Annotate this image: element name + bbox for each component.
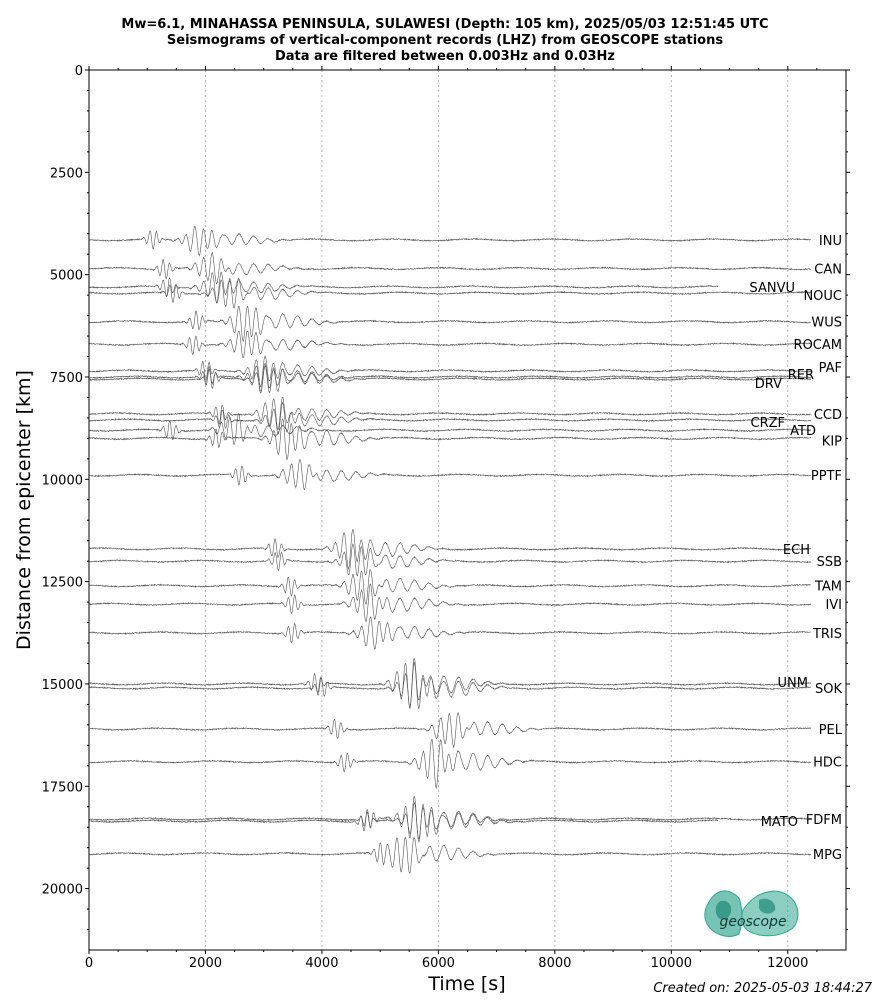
- chart-title: Mw=6.1, MINAHASSA PENINSULA, SULAWESI (D…: [0, 17, 890, 65]
- trace-mpg: [88, 836, 811, 874]
- x-tick-label: 6000: [422, 956, 455, 971]
- y-tick-label: 5000: [50, 269, 83, 284]
- y-axis-label: Distance from epicenter [km]: [13, 370, 35, 650]
- station-label-ssb: SSB: [817, 555, 842, 570]
- y-tick-label: 7500: [50, 371, 83, 386]
- grid-layer: [204, 70, 789, 950]
- trace-can: [88, 251, 811, 285]
- trace-inu: [88, 225, 811, 257]
- x-tick-label: 0: [85, 956, 93, 971]
- station-label-can: CAN: [814, 263, 842, 278]
- x-tick-label: 10000: [651, 956, 692, 971]
- trace-sok: [88, 661, 811, 709]
- station-label-unm: UNM: [778, 676, 808, 691]
- y-tick-label: 10000: [42, 473, 83, 488]
- station-label-rocam: ROCAM: [794, 338, 842, 353]
- y-tick-label: 17500: [42, 780, 83, 795]
- title-line-2: Seismograms of vertical-component record…: [166, 33, 724, 48]
- trace-wus: [88, 305, 811, 343]
- trace-paf: [88, 355, 812, 388]
- x-tick-label: 8000: [538, 956, 571, 971]
- trace-nouc: [88, 277, 812, 309]
- geoscope-logo: geoscope: [704, 890, 799, 937]
- y-tick-label: 12500: [42, 576, 83, 591]
- title-line-1: Mw=6.1, MINAHASSA PENINSULA, SULAWESI (D…: [121, 17, 769, 32]
- station-label-pptf: PPTF: [811, 469, 842, 484]
- trace-fdfm: [88, 795, 812, 840]
- plot-frame: [88, 69, 847, 951]
- station-label-paf: PAF: [819, 361, 842, 376]
- trace-layer: [88, 225, 812, 874]
- trace-ccd: [88, 396, 811, 431]
- trace-rer: [88, 362, 812, 394]
- trace-ssb: [88, 543, 812, 577]
- station-label-wus: WUS: [811, 316, 842, 331]
- station-label-sanvu: SANVU: [749, 281, 795, 296]
- trace-ivi: [88, 583, 812, 623]
- x-tick-label: 4000: [305, 956, 338, 971]
- station-label-crzf: CRZF: [751, 416, 786, 431]
- x-tick-label: 2000: [189, 956, 222, 971]
- y-tick-label: 2500: [50, 166, 83, 181]
- title-line-3: Data are filtered between 0.003Hz and 0.…: [274, 49, 616, 64]
- trace-drv: [88, 365, 812, 394]
- x-axis-label: Time [s]: [427, 973, 505, 995]
- station-label-hdc: HDC: [813, 756, 842, 771]
- logo-text: geoscope: [719, 914, 786, 930]
- station-label-fdfm: FDFM: [806, 813, 842, 828]
- x-tick-label: 12000: [767, 956, 808, 971]
- y-tick-label: 0: [75, 64, 83, 79]
- trace-sanvu: [88, 271, 719, 304]
- trace-hdc: [88, 739, 812, 790]
- station-label-mato: MATO: [761, 815, 798, 830]
- trace-crzf: [88, 401, 812, 435]
- trace-atd: [88, 413, 811, 445]
- trace-rocam: [88, 330, 812, 359]
- trace-tam: [88, 569, 811, 605]
- y-tick-label: 20000: [42, 883, 83, 898]
- station-label-ech: ECH: [783, 543, 810, 558]
- y-tick-label: 15000: [42, 678, 83, 693]
- trace-pptf: [88, 459, 812, 491]
- station-label-inu: INU: [819, 234, 842, 249]
- trace-unm: [88, 657, 812, 710]
- station-label-kip: KIP: [822, 434, 842, 449]
- station-label-ccd: CCD: [814, 408, 842, 423]
- created-timestamp: Created on: 2025-05-03 18:44:27: [653, 981, 872, 996]
- station-label-pel: PEL: [819, 723, 843, 738]
- station-label-tris: TRIS: [812, 627, 842, 642]
- station-label-ivi: IVI: [825, 598, 842, 613]
- station-label-atd: ATD: [790, 424, 816, 439]
- trace-pel: [88, 712, 812, 749]
- station-label-mpg: MPG: [813, 848, 842, 863]
- station-label-drv: DRV: [755, 377, 782, 392]
- station-label-sok: SOK: [815, 682, 842, 697]
- station-label-tam: TAM: [814, 580, 842, 595]
- logo-wing-right: [741, 890, 799, 937]
- trace-kip: [88, 418, 812, 460]
- trace-mato: [89, 802, 719, 843]
- station-label-rer: RER: [788, 368, 814, 383]
- trace-tris: [88, 616, 812, 650]
- trace-ech: [88, 529, 812, 571]
- label-layer: INU CAN SANVU NOUC WUS ROCAM PAF RER DRV CCD CRZF A…: [749, 234, 842, 863]
- axis-layer: 0 2000 4000 6000 8000 10000 12000 0 2500 5000 7500…: [42, 64, 850, 971]
- station-label-nouc: NOUC: [803, 289, 842, 304]
- logo-land: [715, 898, 776, 920]
